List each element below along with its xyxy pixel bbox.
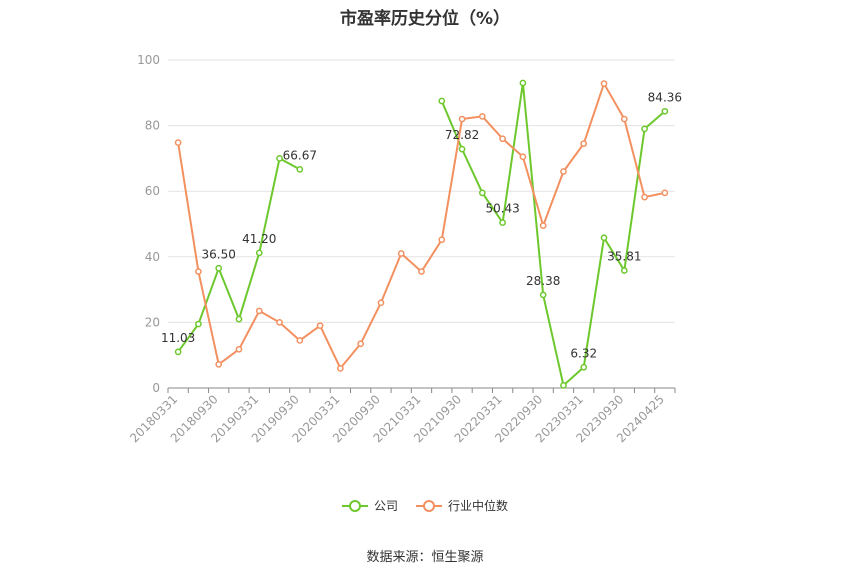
data-point-company: [235, 315, 243, 323]
data-point-industry: [195, 268, 202, 275]
data-point-company: [276, 155, 283, 162]
y-tick-label: 100: [137, 53, 160, 67]
data-point-industry: [620, 115, 628, 123]
y-tick-label: 40: [145, 250, 160, 264]
data-label-company: 35.81: [607, 250, 641, 264]
chart-title: 市盈率历史分位（%）: [339, 9, 511, 29]
data-label-company: 11.03: [161, 331, 195, 345]
data-labels: 11.03 36.50 41.20 66.67 72.82 50.43 28.38 6.32 3…: [161, 90, 682, 360]
x-axis: 2018033120180930201903312019093020200331…: [127, 387, 676, 445]
data-point-industry: [377, 299, 385, 307]
data-point-company: [438, 97, 446, 105]
data-point-industry: [661, 189, 669, 197]
data-point-industry: [519, 153, 527, 161]
data-point-industry: [215, 361, 223, 368]
data-point-industry: [174, 139, 182, 147]
legend: 公司 行业中位数: [0, 497, 850, 514]
data-point-industry: [560, 168, 567, 175]
data-point-industry: [255, 307, 263, 315]
data-point-industry: [235, 345, 243, 353]
data-label-company: 50.43: [485, 202, 519, 216]
data-label-company: 66.67: [283, 148, 317, 162]
data-point-company: [499, 219, 506, 226]
data-point-industry: [296, 337, 304, 344]
data-point-industry: [397, 250, 405, 257]
data-point-company: [600, 234, 608, 242]
data-label-company: 36.50: [202, 247, 236, 261]
data-point-company: [174, 348, 182, 356]
line-chart: 0 20 40 60 80 100 201803312018093020190331201…: [127, 53, 682, 445]
series-line-company: [440, 82, 666, 388]
data-point-company: [519, 79, 527, 87]
data-point-company: [215, 264, 223, 272]
legend-company-label: 公司: [373, 499, 398, 513]
data-point-company: [661, 107, 669, 115]
y-tick-label: 80: [145, 119, 160, 133]
y-axis-ticks: 0 20 40 60 80 100: [137, 53, 160, 395]
legend-company-marker-icon: [341, 499, 368, 513]
data-point-industry: [438, 236, 446, 244]
data-source: 数据来源：恒生聚源: [366, 550, 484, 565]
data-point-industry: [357, 340, 365, 348]
data-label-company: 84.36: [648, 90, 682, 104]
data-point-company: [560, 382, 567, 389]
data-label-company: 41.20: [242, 232, 276, 246]
data-point-industry: [580, 140, 588, 147]
data-point-industry: [478, 113, 486, 120]
data-point-company: [641, 125, 648, 133]
series-line-industry: [177, 81, 666, 371]
y-tick-label: 0: [152, 381, 160, 395]
data-label-company: 6.32: [570, 346, 597, 360]
data-point-industry: [316, 322, 324, 330]
series-lines: [174, 79, 669, 389]
data-point-industry: [641, 193, 648, 201]
data-point-company: [296, 165, 304, 173]
data-label-company: 72.82: [445, 128, 479, 142]
legend-industry-marker-icon: [416, 499, 442, 513]
legend-item-industry[interactable]: 行业中位数: [416, 497, 508, 514]
data-point-company: [458, 145, 466, 153]
y-tick-label: 60: [145, 184, 160, 198]
data-point-company: [620, 267, 628, 274]
data-point-company: [195, 320, 202, 328]
data-label-company: 28.38: [526, 274, 560, 288]
data-point-industry: [337, 364, 344, 372]
y-tick-label: 20: [145, 315, 160, 329]
data-point-company: [255, 249, 263, 257]
data-point-company: [539, 291, 547, 299]
legend-industry-label: 行业中位数: [448, 499, 509, 513]
data-point-industry: [418, 268, 425, 275]
data-point-industry: [499, 135, 506, 143]
data-point-company: [580, 363, 588, 371]
data-point-industry: [600, 80, 608, 87]
data-point-industry: [458, 115, 466, 123]
legend-item-company[interactable]: 公司: [341, 497, 398, 514]
data-point-industry: [539, 222, 547, 229]
data-point-industry: [276, 319, 283, 326]
data-point-company: [478, 189, 486, 197]
